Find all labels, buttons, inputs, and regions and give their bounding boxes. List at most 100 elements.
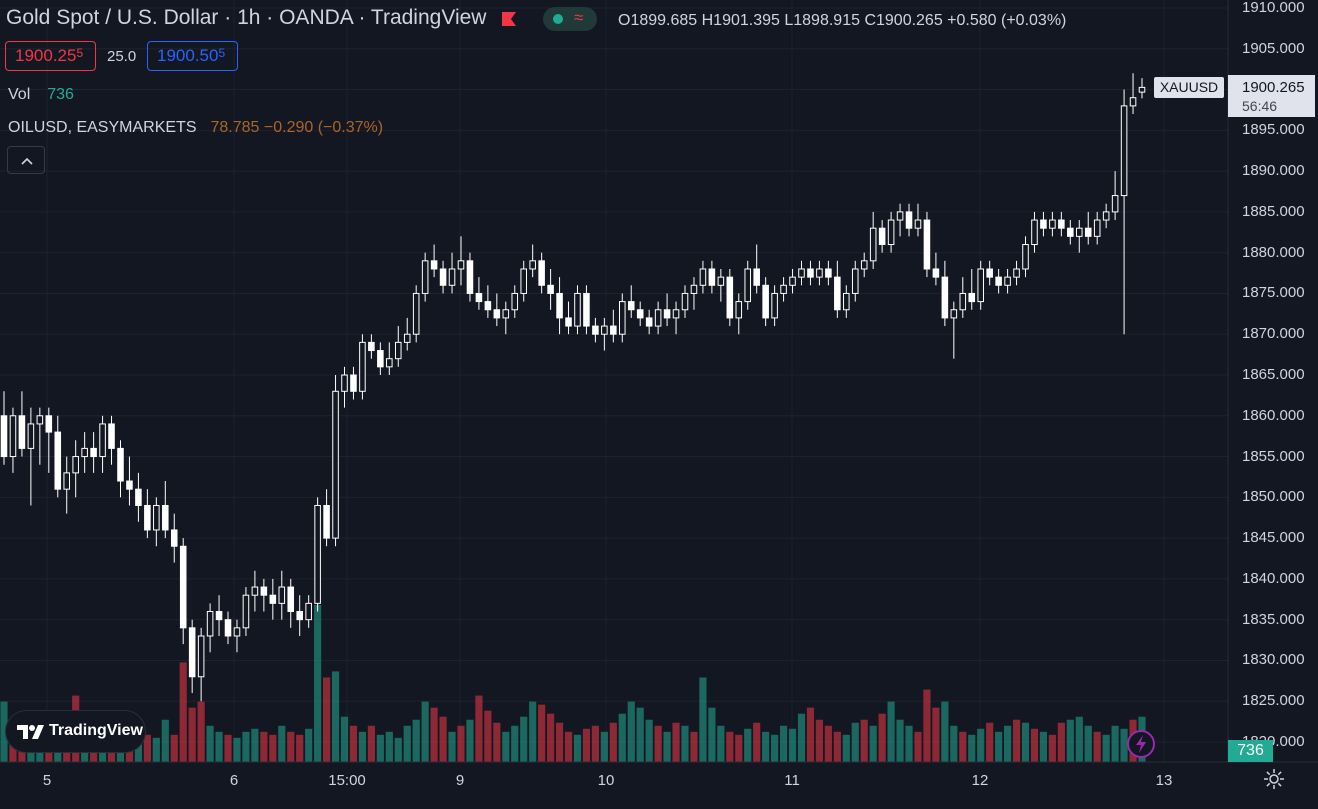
volume-bar (878, 713, 886, 762)
volume-bar (314, 605, 322, 762)
candle-up (896, 211, 904, 221)
volume-bar (959, 731, 967, 762)
volume-bar (143, 734, 151, 762)
market-status-pill[interactable]: ≈ (543, 7, 597, 31)
volume-bar (744, 728, 752, 762)
candle-up (359, 341, 366, 392)
candle-up (1102, 211, 1110, 221)
volume-bar (296, 734, 304, 762)
compare-symbol-legend[interactable]: OILUSD, EASYMARKETS 78.785 −0.290 (−0.37%… (8, 119, 383, 137)
candle-up (529, 260, 536, 270)
volume-bar (851, 722, 859, 762)
candle-down (215, 611, 223, 621)
candle-down (430, 260, 438, 270)
candle-down (269, 594, 277, 604)
tradingview-logo[interactable]: TradingView (5, 710, 146, 753)
candle-up (314, 504, 321, 604)
candle-down (260, 586, 268, 596)
candle-down (368, 341, 375, 352)
candle-down (377, 350, 384, 368)
candle-down (538, 260, 545, 286)
candle-down (610, 325, 617, 335)
candle-up (1075, 227, 1083, 237)
flag-icon[interactable] (501, 11, 517, 27)
volume-value: 736 (47, 86, 74, 103)
candle-up (860, 260, 868, 270)
volume-bar (1084, 725, 1092, 762)
gear-icon[interactable] (1263, 768, 1285, 790)
bolt-icon[interactable] (1126, 729, 1156, 759)
volume-bar (932, 707, 940, 762)
x-tick-label: 10 (597, 772, 615, 789)
volume-bar (690, 731, 698, 762)
volume-bars (0, 605, 1146, 762)
candle-down (493, 309, 501, 319)
candle-up (887, 219, 895, 246)
volume-bar (1066, 719, 1074, 762)
volume-legend[interactable]: Vol 736 (8, 86, 74, 104)
candle-up (771, 292, 778, 319)
candle-up (511, 292, 519, 311)
volume-bar (197, 701, 205, 762)
volume-bar (753, 722, 761, 762)
sell-button[interactable]: 1900.255 (5, 41, 96, 71)
volume-bar (367, 725, 375, 762)
candle-up (386, 358, 393, 368)
volume-bar (1004, 725, 1012, 762)
candle-up (99, 423, 106, 458)
volume-bar (403, 725, 411, 762)
candle-up (735, 301, 743, 319)
candle-down (592, 325, 599, 335)
candle-down (636, 309, 644, 319)
y-tick-label: 1855.000 (1242, 447, 1305, 465)
x-tick-label: 9 (455, 772, 465, 789)
buy-button[interactable]: 1900.505 (147, 41, 238, 71)
volume-bar (161, 719, 169, 762)
volume-bar (941, 701, 949, 762)
candles (0, 73, 1146, 702)
symbol-tag: XAUUSD (1154, 77, 1224, 98)
volume-bar (564, 731, 573, 762)
volume-bar (672, 722, 680, 762)
tradingview-logo-text: TradingView (49, 722, 143, 739)
volume-bar (385, 731, 393, 762)
candle-up (744, 268, 752, 303)
candle-down (583, 292, 590, 327)
candle-down (547, 284, 554, 294)
volume-bar (833, 731, 841, 762)
candle-down (144, 504, 151, 531)
volume-bar (349, 725, 358, 762)
y-tick-label: 1830.000 (1242, 651, 1305, 669)
volume-bar (1057, 722, 1065, 762)
y-tick-label: 1840.000 (1242, 569, 1305, 587)
volume-bar (1093, 731, 1101, 762)
candle-up (816, 268, 823, 278)
volume-bar (251, 728, 259, 762)
volume-bar (457, 725, 465, 762)
candle-down (708, 268, 716, 286)
volume-bar (1120, 728, 1128, 762)
volume-bar (977, 728, 985, 762)
candle-down (350, 374, 357, 392)
candle-up (1022, 244, 1029, 270)
x-tick-label: 6 (229, 772, 239, 789)
volume-bar (493, 722, 501, 762)
candle-up (1138, 86, 1146, 93)
volume-badge: 736 (1228, 740, 1273, 762)
candle-up (403, 333, 411, 343)
candle-down (762, 284, 769, 319)
volume-bar (322, 677, 331, 762)
collapse-legend-button[interactable] (7, 146, 45, 174)
candle-down (995, 276, 1002, 286)
candle-down (663, 309, 671, 319)
volume-bar (1012, 719, 1021, 762)
candle-down (1040, 219, 1047, 229)
y-tick-label: 1870.000 (1242, 325, 1305, 343)
volume-bar (708, 707, 716, 762)
candle-down (162, 504, 169, 531)
candle-up (1013, 268, 1020, 278)
volume-bar (591, 725, 599, 762)
candle-up (654, 309, 662, 327)
candle-down (941, 276, 949, 319)
